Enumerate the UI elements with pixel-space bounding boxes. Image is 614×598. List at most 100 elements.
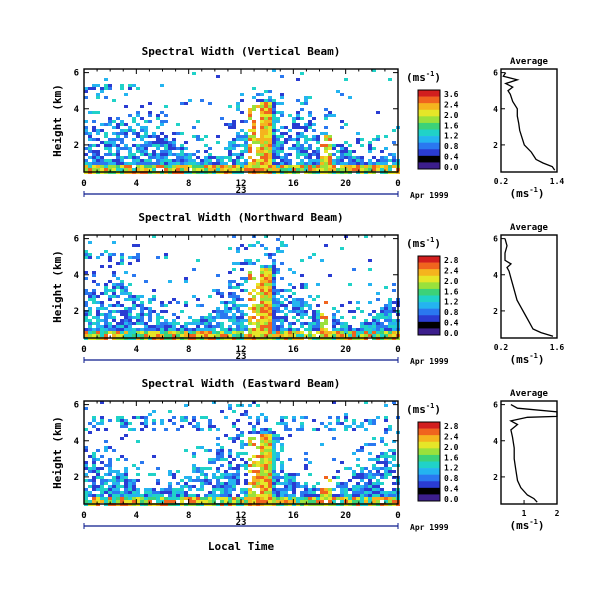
heatmap-cell: [272, 461, 276, 464]
heatmap-cell: [100, 491, 104, 494]
heatmap-cell: [240, 162, 244, 165]
heatmap-cell: [88, 322, 92, 325]
heatmap-cell: [216, 274, 220, 277]
heatmap-cell: [232, 500, 236, 503]
heatmap-cell: [376, 325, 380, 328]
heatmap-cell: [316, 316, 320, 319]
heatmap-cell: [388, 316, 392, 319]
heatmap-cell: [196, 497, 200, 500]
heatmap-cell: [116, 310, 120, 313]
heatmap-cell: [392, 319, 396, 322]
heatmap-cell: [260, 464, 264, 467]
heatmap-cell: [380, 334, 384, 337]
heatmap-cell: [344, 78, 348, 81]
y-tick-label: 6: [74, 69, 79, 79]
heatmap-cell: [380, 461, 384, 464]
heatmap-cell: [220, 473, 224, 476]
heatmap-cell: [384, 404, 388, 407]
heatmap-cell: [336, 159, 340, 162]
heatmap-cell: [264, 310, 268, 313]
heatmap-cell: [260, 280, 264, 283]
heatmap-cell: [108, 479, 112, 482]
heatmap-cell: [228, 461, 232, 464]
heatmap-cell: [244, 280, 248, 283]
heatmap-cell: [248, 458, 252, 461]
date-label: Apr 1999: [410, 191, 449, 200]
heatmap-cell: [304, 304, 308, 307]
heatmap-cell: [220, 497, 224, 500]
heatmap-cell: [384, 313, 388, 316]
heatmap-cell: [304, 141, 308, 144]
colorbar-swatch: [418, 302, 440, 309]
heatmap-cell: [188, 153, 192, 156]
heatmap-cell: [368, 301, 372, 304]
heatmap-cell: [252, 464, 256, 467]
heatmap-cell: [328, 114, 332, 117]
heatmap-cell: [348, 144, 352, 147]
heatmap-cell: [388, 319, 392, 322]
heatmap-cell: [92, 488, 96, 491]
heatmap-cell: [360, 446, 364, 449]
heatmap-cell: [108, 331, 112, 334]
heatmap-cell: [232, 147, 236, 150]
heatmap-cell: [280, 156, 284, 159]
heatmap-cell: [384, 476, 388, 479]
heatmap-cell: [136, 244, 140, 247]
heatmap-cell: [144, 500, 148, 503]
heatmap-cell: [264, 313, 268, 316]
average-x-label-exp: -1: [529, 518, 537, 526]
heatmap-cell: [264, 334, 268, 337]
heatmap-cell: [184, 328, 188, 331]
heatmap-cell: [124, 467, 128, 470]
heatmap-cell: [112, 138, 116, 141]
heatmap-cell: [144, 159, 148, 162]
heatmap-cell: [364, 491, 368, 494]
heatmap-cell: [236, 165, 240, 168]
heatmap-cell: [148, 313, 152, 316]
heatmap-cell: [128, 87, 132, 90]
heatmap-cell: [164, 114, 168, 117]
heatmap-cell: [324, 322, 328, 325]
heatmap-cell: [196, 162, 200, 165]
heatmap-cell: [136, 87, 140, 90]
heatmap-cell: [280, 126, 284, 129]
heatmap-cell: [344, 488, 348, 491]
heatmap-cell: [108, 153, 112, 156]
heatmap-cell: [348, 150, 352, 153]
heatmap-cell: [116, 500, 120, 503]
heatmap-cell: [300, 313, 304, 316]
heatmap-cell: [204, 334, 208, 337]
heatmap-cell: [240, 413, 244, 416]
heatmap-cell: [172, 168, 176, 171]
heatmap-cell: [156, 322, 160, 325]
heatmap-cell: [296, 150, 300, 153]
heatmap-cell: [168, 410, 172, 413]
heatmap-cell: [268, 467, 272, 470]
heatmap-cell: [200, 485, 204, 488]
heatmap-cell: [112, 168, 116, 171]
heatmap-cell: [344, 325, 348, 328]
heatmap-cell: [124, 458, 128, 461]
heatmap-cell: [200, 470, 204, 473]
heatmap-cell: [132, 159, 136, 162]
heatmap-cell: [320, 313, 324, 316]
heatmap-cell: [276, 494, 280, 497]
heatmap-cell: [232, 497, 236, 500]
heatmap-cell: [124, 470, 128, 473]
heatmap-cell: [336, 419, 340, 422]
heatmap-cell: [256, 286, 260, 289]
heatmap-cell: [128, 168, 132, 171]
heatmap-cell: [136, 298, 140, 301]
colorbar-swatch: [418, 295, 440, 303]
heatmap-cell: [276, 292, 280, 295]
heatmap-cell: [320, 328, 324, 331]
heatmap-cell: [104, 328, 108, 331]
heatmap-cell: [208, 494, 212, 497]
heatmap-cell: [216, 331, 220, 334]
heatmap-cell: [152, 331, 156, 334]
heatmap-cell: [176, 147, 180, 150]
heatmap-cell: [276, 325, 280, 328]
heatmap-cell: [372, 156, 376, 159]
colorbar-swatch: [418, 122, 440, 130]
heatmap-cell: [184, 497, 188, 500]
